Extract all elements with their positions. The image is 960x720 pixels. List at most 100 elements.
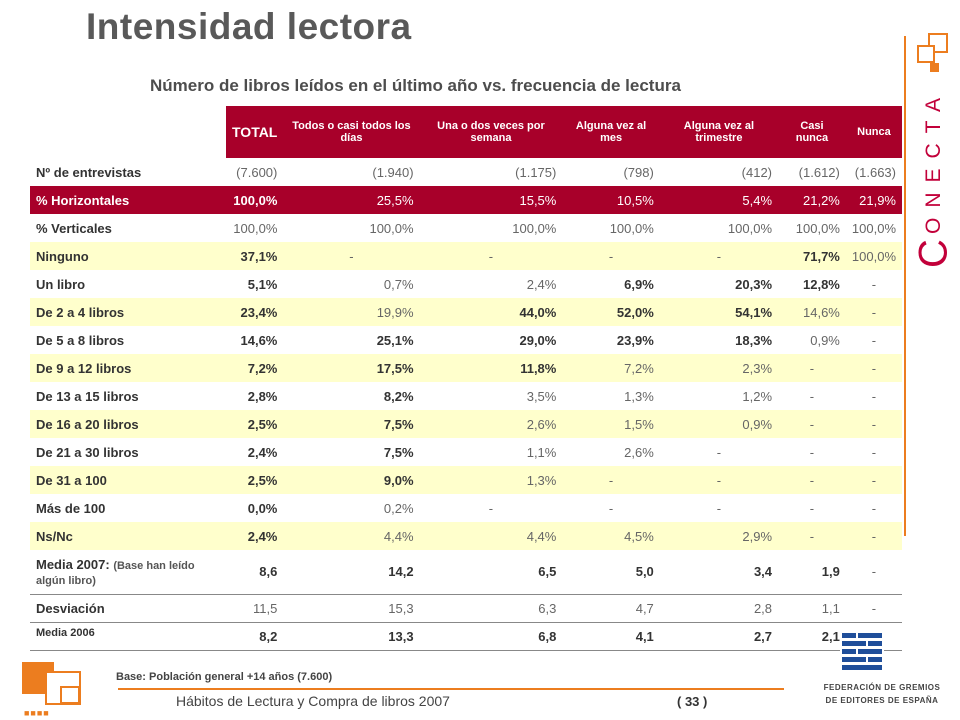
table-cell: -	[659, 242, 779, 270]
row-label: % Horizontales	[30, 186, 226, 214]
header-rarely: Casi nunca	[778, 106, 846, 158]
row-label-text: Ninguno	[36, 248, 89, 264]
table-cell: 7,2%	[226, 354, 284, 382]
row-label-text: Ns/Nc	[36, 528, 73, 544]
table-cell: 13,3	[283, 622, 420, 651]
row-label-text: Media 2007:	[36, 556, 110, 572]
table-row: De 9 a 12 libros 7,2% 17,5% 11,8% 7,2% 2,3% - -	[30, 354, 902, 382]
table-cell: -	[778, 522, 846, 550]
row-label: Media 2006	[30, 622, 226, 651]
table-cell: 7,2%	[562, 354, 660, 382]
table-cell: (412)	[741, 164, 773, 180]
row-label-text: De 9 a 12 libros	[36, 360, 132, 376]
table-cell: -	[419, 242, 563, 270]
table-cell: 1,2%	[742, 388, 773, 404]
table-cell: 44,0%	[419, 298, 563, 326]
table-row: % Horizontales 100,0% 25,5% 15,5% 10,5% 5,4% 2…	[30, 186, 902, 214]
table-cell: 1,3%	[419, 466, 563, 494]
table-cell: 21,9%	[845, 186, 902, 214]
table-cell: 12,8%	[803, 276, 840, 292]
table-cell: 5,4%	[659, 186, 779, 214]
table-cell: 18,3%	[735, 332, 773, 348]
table-cell: -	[871, 332, 877, 348]
table-cell: 0,9%	[659, 410, 779, 438]
table-cell: -	[871, 388, 877, 404]
table-cell: 6,9%	[624, 276, 654, 292]
table-cell: -	[283, 242, 420, 270]
table-cell: 9,0%	[283, 466, 420, 494]
table-cell: 2,7	[659, 622, 779, 651]
row-label-text: De 2 a 4 libros	[36, 304, 125, 320]
table-cell: 7,5%	[383, 444, 414, 460]
table-cell: 2,4%	[226, 522, 284, 550]
table-row: Nº de entrevistas (7.600) (1.940) (1.175) (7…	[30, 158, 902, 186]
table-row: Más de 100 0,0% 0,2% - - - - -	[30, 494, 902, 522]
table-cell: 11,8%	[419, 354, 563, 382]
table-cell: 2,6%	[419, 410, 563, 438]
table-cell: 0,0%	[247, 500, 278, 516]
table-cell: 2,3%	[659, 354, 779, 382]
table-cell: 2,5%	[226, 466, 284, 494]
table-cell: 2,8	[659, 594, 779, 623]
table-cell: 100,0%	[851, 220, 896, 236]
table-cell: -	[845, 410, 902, 438]
publisher-line-2: DE EDITORES DE ESPAÑA	[825, 696, 939, 705]
table-cell: 19,9%	[283, 298, 420, 326]
publisher-line-1: FEDERACIÓN DE GREMIOS	[823, 683, 941, 692]
row-label: Desviación	[30, 594, 226, 623]
table-cell: 3,4	[659, 550, 779, 595]
table-cell: 10,5%	[562, 186, 660, 214]
table-cell: 6,8	[419, 622, 563, 651]
table-cell: 11,5	[226, 594, 284, 623]
table-cell: -	[716, 500, 722, 516]
row-label-text: De 16 a 20 libros	[36, 416, 139, 432]
row-label-note: (Base han leído algún libro)	[36, 559, 195, 587]
brand-divider	[904, 36, 906, 536]
table-row: De 21 a 30 libros 2,4% 7,5% 1,1% 2,6% - - -	[30, 438, 902, 466]
table-cell: -	[608, 500, 614, 516]
table-cell: -	[562, 466, 660, 494]
table-cell: 100,0%	[845, 242, 902, 270]
table-cell: -	[845, 522, 902, 550]
table-cell: 0,7%	[383, 276, 414, 292]
table-cell: 6,3	[419, 594, 563, 623]
corner-logo-icon	[60, 686, 80, 704]
table-cell: 2,8%	[247, 388, 278, 404]
table-cell: -	[845, 298, 902, 326]
row-label: Media 2007: (Base han leído algún libro)	[30, 550, 226, 595]
row-label-text: Media 2006	[36, 626, 95, 639]
table-cell: 4,4%	[419, 522, 563, 550]
table-cell: 4,4%	[283, 522, 420, 550]
table-cell: 0,9%	[810, 332, 840, 348]
table-cell: -	[809, 500, 815, 516]
header-total: TOTAL	[226, 106, 284, 158]
table-cell: 100,0%	[609, 220, 654, 236]
page-title: Intensidad lectora	[86, 6, 412, 47]
table-cell: 4,1	[562, 622, 660, 651]
table-cell: -	[809, 388, 815, 404]
table-cell: 15,3	[283, 594, 420, 623]
table-cell: 25,5%	[283, 186, 420, 214]
table-cell: 2,4%	[526, 276, 557, 292]
row-label-text: % Verticales	[36, 220, 112, 236]
table-cell: 71,7%	[778, 242, 846, 270]
table-cell: 23,9%	[616, 332, 654, 348]
table-cell: 7,5%	[283, 410, 420, 438]
table-cell: (1.940)	[372, 164, 414, 180]
table-cell: 8,2%	[383, 388, 414, 404]
table-cell: 14,6%	[778, 298, 846, 326]
table-row: % Verticales 100,0% 100,0% 100,0% 100,0% 100,…	[30, 214, 902, 242]
row-label-text: De 31 a 100	[36, 472, 107, 488]
row-label: De 13 a 15 libros	[30, 382, 226, 410]
table-cell: 0,2%	[383, 500, 414, 516]
table-cell: -	[871, 276, 877, 292]
table-cell: 6,5	[419, 550, 563, 595]
table-cell: 1,1	[778, 594, 846, 623]
reading-intensity-table: TOTAL Todos o casi todos los días Una o …	[30, 106, 902, 651]
row-label: De 21 a 30 libros	[30, 438, 226, 466]
header-empty	[30, 106, 226, 158]
table-cell: 3,5%	[526, 388, 557, 404]
table-cell: 5,0	[562, 550, 660, 595]
table-cell: 100,0%	[727, 220, 773, 236]
table-cell: -	[845, 550, 902, 595]
